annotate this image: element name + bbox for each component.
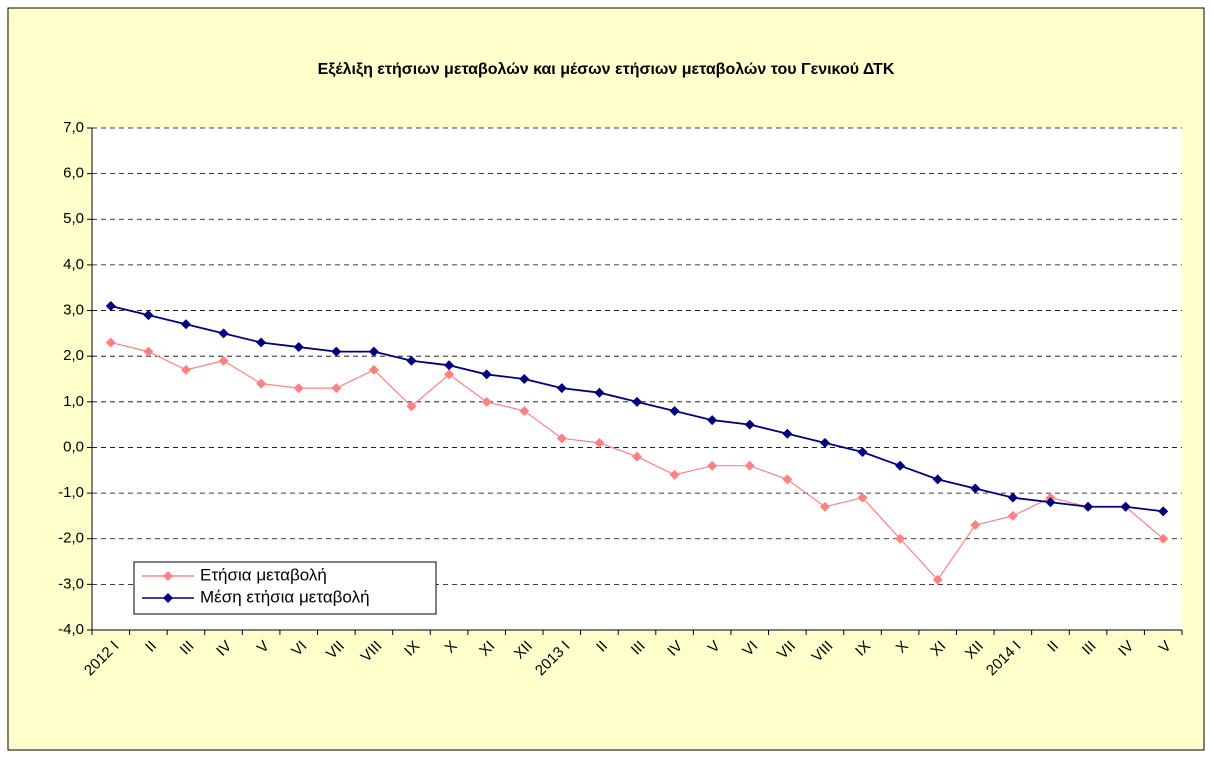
data-point: [1007, 510, 1018, 521]
data-point: [1083, 501, 1094, 512]
y-tick-label: 2,0: [63, 347, 84, 364]
data-point: [105, 337, 116, 348]
y-tick-label: -3,0: [58, 575, 84, 592]
data-point: [857, 447, 868, 458]
data-point: [932, 474, 943, 485]
data-point: [782, 428, 793, 439]
data-point: [331, 346, 342, 357]
data-point: [256, 378, 267, 389]
y-tick-label: 3,0: [63, 302, 84, 319]
y-tick-label: 7,0: [63, 119, 84, 136]
data-point: [256, 337, 267, 348]
data-point: [744, 460, 755, 471]
data-point: [632, 451, 642, 462]
data-point: [594, 387, 605, 398]
data-point: [1007, 492, 1018, 503]
data-point: [180, 364, 191, 375]
data-point: [970, 520, 981, 531]
data-point: [105, 300, 116, 311]
data-point: [481, 396, 492, 407]
y-tick-label: 1,0: [63, 393, 84, 410]
data-point: [180, 319, 191, 330]
legend-label: Ετήσια μεταβολή: [200, 565, 327, 584]
data-point: [932, 574, 943, 585]
data-point: [143, 310, 154, 321]
data-point: [293, 383, 304, 394]
data-point: [519, 374, 530, 384]
data-point: [1120, 501, 1131, 512]
y-tick-label: -1,0: [58, 484, 84, 501]
data-point: [895, 533, 906, 544]
data-point: [1045, 497, 1056, 508]
data-point: [819, 501, 830, 512]
data-point: [406, 401, 417, 412]
data-point: [556, 433, 567, 444]
y-tick-label: 0,0: [63, 438, 84, 455]
y-tick-label: 4,0: [63, 256, 84, 273]
data-point: [406, 355, 417, 366]
data-point: [331, 383, 342, 394]
y-tick-label: -2,0: [58, 530, 84, 547]
data-point: [444, 369, 455, 380]
plot-area: [92, 128, 1182, 630]
data-point: [444, 360, 455, 371]
legend-box: [133, 561, 437, 615]
data-point: [970, 483, 981, 494]
data-point: [782, 474, 793, 485]
data-point: [707, 415, 718, 426]
data-point: [293, 342, 304, 353]
data-point: [519, 405, 530, 416]
data-point: [368, 364, 379, 375]
data-point: [218, 328, 229, 339]
data-point: [819, 437, 830, 448]
y-tick-label: 6,0: [63, 165, 84, 182]
data-point: [857, 492, 868, 503]
data-point: [556, 383, 567, 394]
legend-label: Μέση ετήσια μεταβολή: [200, 587, 370, 606]
data-point: [632, 396, 642, 407]
data-point: [669, 405, 680, 416]
legend-marker: [163, 571, 173, 581]
legend-marker: [163, 593, 173, 603]
data-point: [594, 437, 605, 448]
data-point: [744, 419, 755, 430]
data-point: [1158, 506, 1169, 517]
data-point: [895, 460, 906, 471]
data-point: [218, 355, 229, 366]
chart-title: Εξέλιξη ετήσιων μεταβολών και μέσων ετήσ…: [318, 61, 895, 78]
data-point: [143, 346, 154, 357]
y-tick-label: -4,0: [58, 621, 84, 638]
data-point: [669, 469, 680, 480]
y-tick-label: 5,0: [63, 210, 84, 227]
data-point: [1158, 533, 1169, 544]
data-point: [368, 346, 379, 357]
data-point: [481, 369, 492, 380]
data-point: [707, 460, 718, 471]
